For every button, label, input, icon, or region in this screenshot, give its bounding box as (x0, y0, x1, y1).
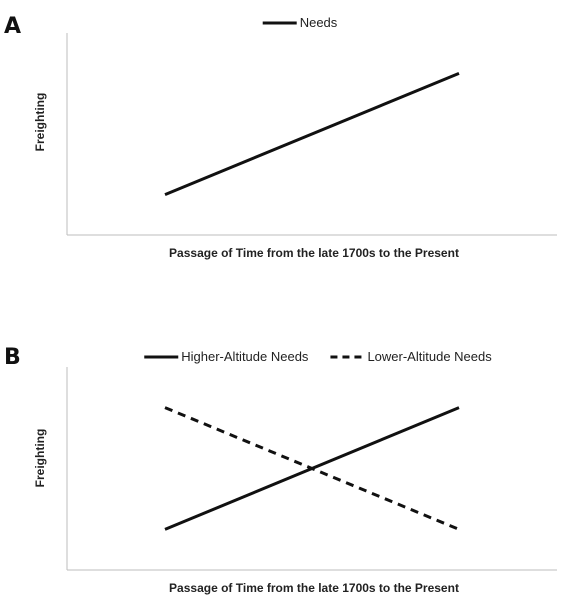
panel-b-xlabel: Passage of Time from the late 1700s to t… (169, 581, 459, 595)
panel-a-series (164, 72, 460, 196)
series-line-lower-altitude-needs (164, 406, 460, 531)
panel-b-ylabel: Freighting (33, 429, 47, 488)
panel-a-ylabel: Freighting (33, 93, 47, 152)
panel-a-letter: A (4, 14, 21, 39)
panel-a-xlabel: Passage of Time from the late 1700s to t… (169, 246, 459, 260)
legend-item-higher-altitude-needs: Higher-Altitude Needs (144, 349, 309, 364)
panel-b-letter: B (4, 345, 21, 370)
series-line-needs (164, 72, 460, 196)
panel-b-legend: Higher-Altitude Needs Lower-Altitude Need… (144, 349, 492, 364)
legend-label: Higher-Altitude Needs (181, 349, 309, 364)
panel-a-legend: Needs (262, 15, 338, 30)
panel-b-series (164, 406, 460, 531)
legend-item-lower-altitude-needs: Lower-Altitude Needs (330, 349, 492, 364)
legend-item-needs: Needs (262, 15, 338, 30)
panel-b: B Higher-Altitude Needs Lower-Altitude Ne… (4, 345, 557, 595)
panel-a: A Needs Freighting Passage of Time from … (4, 14, 557, 260)
legend-label: Lower-Altitude Needs (367, 349, 492, 364)
legend-label: Needs (300, 15, 338, 30)
